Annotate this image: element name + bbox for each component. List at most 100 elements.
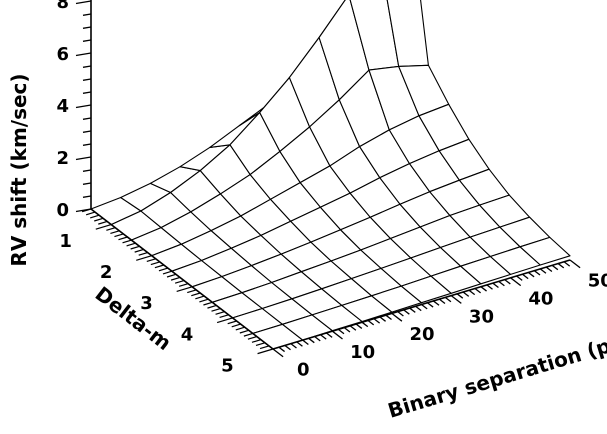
x-axis-tick [444,296,452,303]
x-axis-tick [421,303,428,310]
y-axis-tick [146,258,156,263]
y-axis-tick [122,239,132,244]
x-axis-tick [438,298,446,305]
z-axis-tick [75,52,92,57]
x-axis-tick [343,327,351,333]
y-axis-tick [211,307,221,312]
y-axis-tick [98,220,108,225]
x-axis-tick [522,273,529,280]
x-axis-tick [272,348,284,358]
x-axis-tick [284,344,291,351]
y-axis-tick [195,295,205,300]
z-axis-tick [82,91,92,94]
x-axis-tick [480,286,487,292]
x-axis-tick [456,293,464,299]
x-axis-tick [391,312,403,322]
y-axis-tick [162,270,173,275]
y-axis-line [90,208,274,350]
x-axis-tick [539,268,547,274]
x-axis-tick [308,337,315,344]
z-axis-tick [82,13,92,16]
y-axis-tick [118,236,128,241]
z-axis-title: RV shift (km/sec) [7,73,31,266]
y-tick-label: 5 [221,355,234,376]
x-axis-tick [367,320,375,326]
x-axis-tick [486,284,493,290]
y-axis-tick [176,286,193,292]
y-axis-tick [154,264,164,269]
y-axis-tick [158,267,169,272]
y-axis-tick [235,326,245,331]
z-axis-tick [82,195,92,198]
surface-mesh [90,0,571,350]
z-tick-label: 6 [56,44,69,65]
y-axis-tick [94,217,104,222]
x-axis-tick [498,280,505,287]
z-axis-tick [82,78,92,81]
y-axis-tick [126,242,136,247]
y-axis-tick [150,261,160,266]
x-axis-tick [492,282,499,289]
y-axis-tick [95,223,112,230]
z-tick-label: 2 [56,148,69,169]
x-tick-label: 30 [469,306,494,327]
y-axis-tick [134,248,144,253]
y-axis-tick [170,276,181,281]
y-axis-tick [178,283,189,287]
x-tick-label: 50 [588,271,607,292]
y-axis-tick [106,227,116,231]
z-axis-tick [82,130,92,133]
x-tick-label: 0 [297,360,310,381]
y-tick-label: 3 [140,293,153,314]
x-axis-tick [504,279,511,285]
y-tick-label: 1 [59,231,72,252]
y-axis-tick [257,348,274,355]
y-axis-tick [191,292,201,297]
x-axis-tick [314,336,321,342]
x-axis-tick [510,277,522,287]
z-axis-tick [82,182,92,185]
y-axis-tick [227,320,237,325]
x-axis-tick [468,289,476,296]
x-tick-label: 10 [350,342,375,363]
x-axis-tick [557,263,565,269]
y-axis-tick [187,289,197,294]
x-axis-tick [373,318,381,324]
y-axis-tick [199,298,209,303]
x-tick-label: 40 [528,288,553,309]
x-tick-label: 20 [410,324,435,345]
z-axis-tick [82,65,92,68]
x-axis-tick [551,264,559,271]
y-axis-tick [251,339,262,343]
x-axis-tick [361,321,369,328]
x-axis-tick [397,311,404,317]
z-axis-tick [82,39,92,42]
x-axis-tick [450,295,462,304]
y-tick-label: 2 [100,262,113,283]
z-tick-label: 4 [56,96,69,117]
x-axis-tick [474,287,482,294]
x-axis-tick [409,307,416,313]
x-axis-tick [355,323,363,329]
z-tick-label: 0 [56,200,69,221]
y-axis-tick [247,335,257,340]
y-axis-tick [90,214,100,219]
y-tick-label: 4 [181,324,194,345]
z-axis-tick [75,104,92,109]
y-axis-tick [219,314,229,319]
y-axis-tick [231,323,241,328]
y-axis-tick [166,273,177,278]
z-axis-tick [75,156,92,161]
y-axis-tick [239,329,249,334]
x-axis-tick [563,261,571,267]
x-axis-tick [462,291,470,297]
z-axis-tick [82,143,92,146]
y-axis-tick [255,342,266,347]
x-axis-tick [302,339,309,345]
z-axis-tick [75,0,92,5]
y-axis-tick [114,233,124,238]
x-axis-tick [569,259,581,269]
x-axis-tick [516,275,523,281]
